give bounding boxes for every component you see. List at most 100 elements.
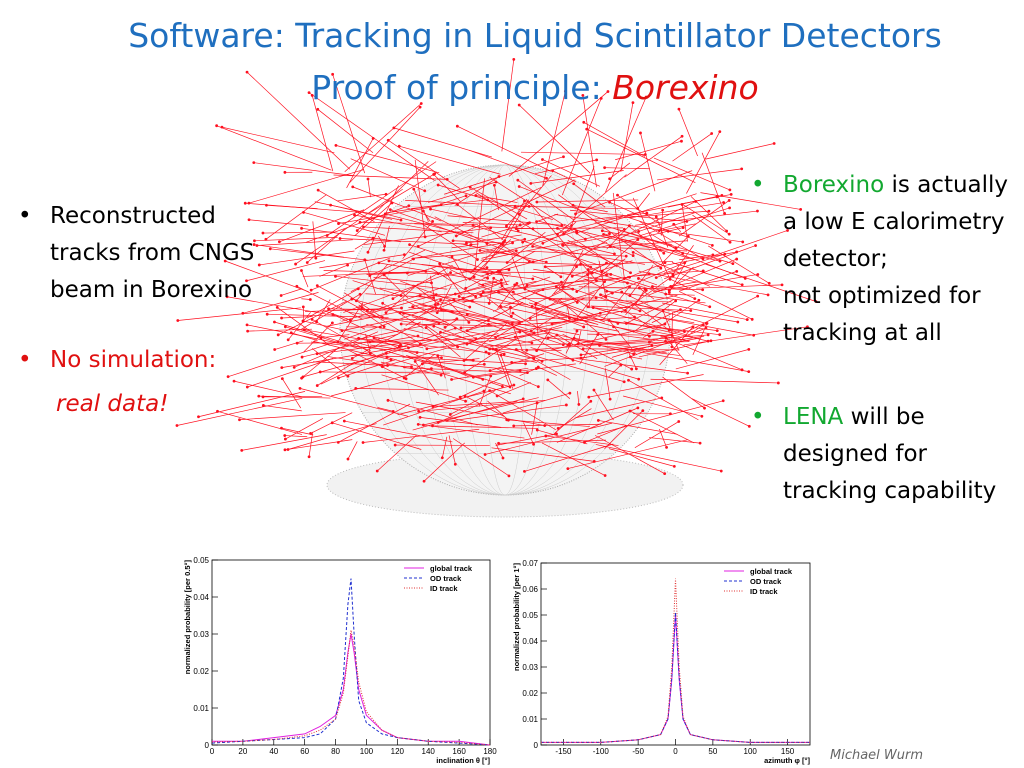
track bbox=[692, 214, 731, 243]
legend-label: global track bbox=[430, 564, 473, 573]
track bbox=[599, 345, 681, 356]
track-end bbox=[453, 462, 457, 466]
track bbox=[537, 292, 595, 310]
track bbox=[344, 292, 383, 318]
slide-subtitle: Proof of principle: Borexino bbox=[0, 68, 1024, 107]
track-end bbox=[468, 185, 472, 189]
track bbox=[640, 132, 656, 192]
track-end bbox=[493, 183, 496, 187]
x-axis-label: azimuth φ [°] bbox=[764, 756, 810, 765]
track-end bbox=[535, 220, 539, 224]
track bbox=[667, 231, 743, 243]
track-end bbox=[245, 323, 249, 327]
track bbox=[400, 310, 469, 314]
track-end bbox=[524, 362, 527, 366]
track bbox=[254, 244, 345, 258]
track bbox=[659, 326, 694, 366]
track bbox=[574, 228, 625, 261]
track-end bbox=[575, 329, 579, 333]
track-end bbox=[439, 373, 443, 377]
track bbox=[299, 388, 408, 417]
track bbox=[526, 276, 551, 286]
track bbox=[382, 302, 424, 329]
track bbox=[177, 307, 301, 321]
track-end bbox=[314, 256, 318, 260]
track-end bbox=[397, 144, 401, 148]
track-end bbox=[489, 226, 493, 230]
track bbox=[587, 260, 633, 276]
track-end bbox=[334, 143, 338, 147]
x-tick-label: 160 bbox=[452, 747, 466, 756]
track-end bbox=[245, 70, 249, 74]
track bbox=[553, 262, 607, 295]
track bbox=[352, 355, 442, 359]
series-line bbox=[541, 612, 810, 743]
track-end bbox=[546, 378, 550, 382]
track bbox=[460, 243, 547, 263]
track-end bbox=[719, 469, 723, 473]
track bbox=[470, 186, 528, 220]
track-end bbox=[517, 185, 521, 188]
track-end bbox=[252, 161, 256, 165]
track bbox=[655, 316, 754, 336]
track bbox=[552, 170, 577, 183]
track bbox=[553, 401, 592, 435]
track bbox=[302, 343, 423, 378]
track-end bbox=[507, 268, 511, 272]
track bbox=[311, 95, 334, 172]
track bbox=[462, 291, 499, 303]
track-end bbox=[517, 103, 521, 107]
track-end bbox=[495, 394, 499, 398]
track-end bbox=[512, 383, 516, 387]
track-end bbox=[449, 271, 452, 275]
track-end bbox=[624, 309, 627, 312]
track bbox=[535, 291, 563, 304]
track-end bbox=[399, 218, 403, 222]
track-end bbox=[334, 274, 337, 278]
track-end bbox=[574, 212, 577, 216]
track bbox=[360, 221, 479, 226]
track-end bbox=[220, 125, 224, 129]
track-end bbox=[350, 356, 354, 360]
track bbox=[520, 151, 646, 155]
track bbox=[648, 258, 737, 296]
track bbox=[662, 376, 705, 409]
track-end bbox=[523, 237, 527, 241]
track-end bbox=[641, 409, 645, 413]
track bbox=[468, 149, 547, 179]
track bbox=[344, 420, 453, 443]
track-end bbox=[740, 283, 744, 287]
y-tick-label: 0.05 bbox=[193, 556, 209, 565]
track-end bbox=[298, 386, 302, 390]
track-end bbox=[337, 376, 340, 380]
track bbox=[558, 287, 578, 303]
track bbox=[316, 299, 331, 322]
track bbox=[584, 278, 613, 294]
track bbox=[587, 306, 695, 324]
track bbox=[443, 156, 564, 195]
y-tick-label: 0.04 bbox=[522, 637, 538, 646]
track bbox=[399, 145, 501, 175]
track-end bbox=[603, 280, 606, 284]
track bbox=[475, 192, 591, 268]
track-end bbox=[630, 367, 634, 371]
track-end bbox=[246, 329, 250, 333]
track-end bbox=[647, 340, 651, 344]
series-line bbox=[211, 630, 491, 746]
track bbox=[438, 402, 482, 423]
track bbox=[538, 220, 661, 251]
track-end bbox=[399, 322, 403, 326]
track bbox=[578, 286, 703, 291]
track-end bbox=[686, 371, 689, 375]
track-end bbox=[745, 318, 749, 321]
track bbox=[312, 221, 317, 259]
track-end bbox=[715, 329, 719, 332]
track bbox=[344, 299, 455, 340]
track bbox=[354, 202, 393, 237]
x-tick-label: 20 bbox=[238, 747, 247, 756]
track-end bbox=[582, 120, 586, 124]
legend-label: ID track bbox=[430, 584, 458, 593]
track bbox=[612, 192, 625, 279]
track bbox=[486, 297, 512, 317]
track bbox=[352, 321, 421, 359]
